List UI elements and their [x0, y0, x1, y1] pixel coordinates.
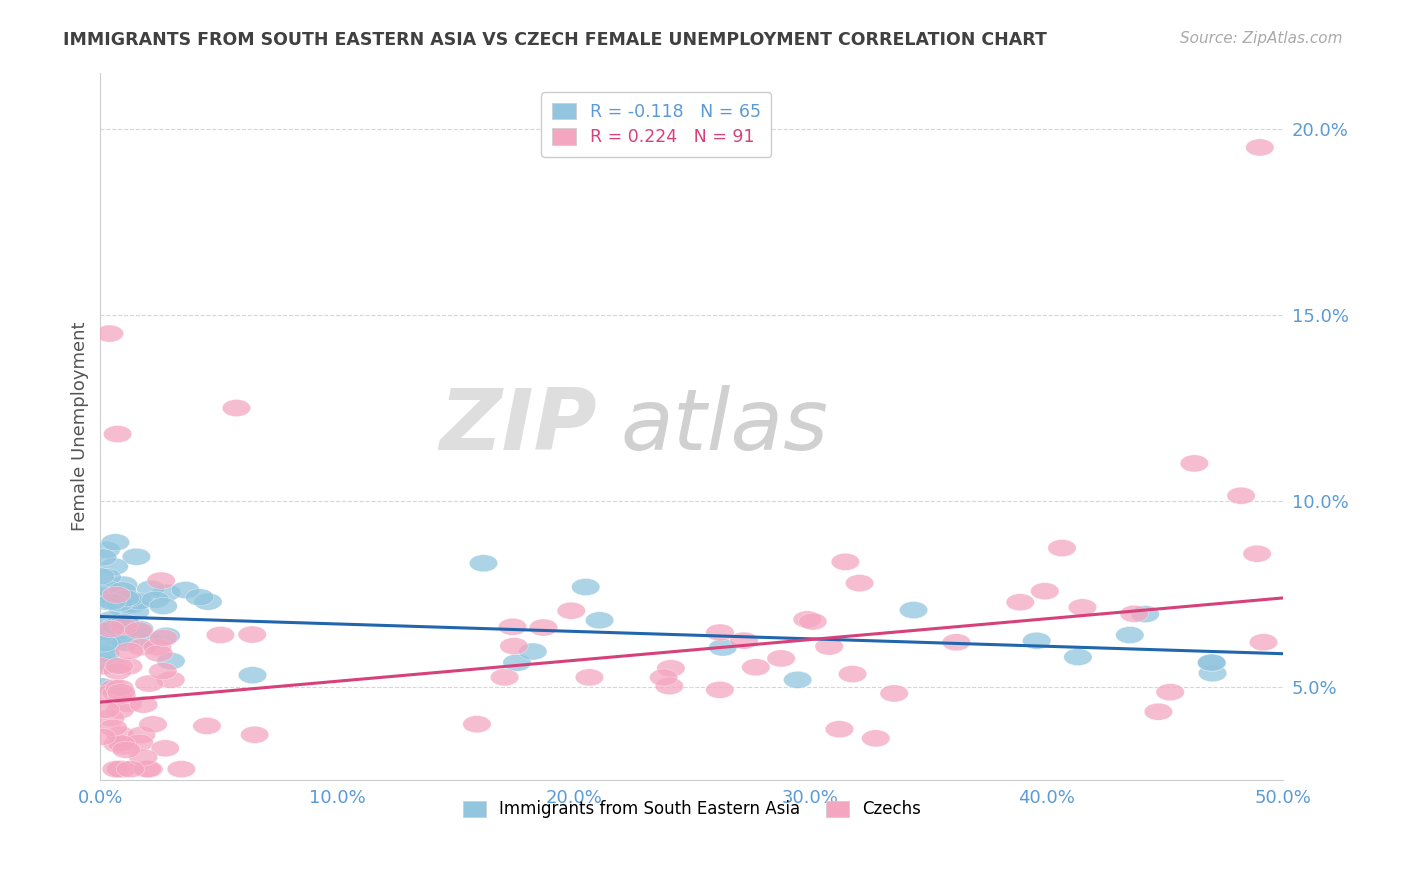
Text: atlas: atlas: [621, 385, 830, 468]
Text: Source: ZipAtlas.com: Source: ZipAtlas.com: [1180, 31, 1343, 46]
Y-axis label: Female Unemployment: Female Unemployment: [72, 322, 89, 532]
Legend: Immigrants from South Eastern Asia, Czechs: Immigrants from South Eastern Asia, Czec…: [456, 794, 928, 825]
Text: ZIP: ZIP: [440, 385, 598, 468]
Text: IMMIGRANTS FROM SOUTH EASTERN ASIA VS CZECH FEMALE UNEMPLOYMENT CORRELATION CHAR: IMMIGRANTS FROM SOUTH EASTERN ASIA VS CZ…: [63, 31, 1047, 49]
